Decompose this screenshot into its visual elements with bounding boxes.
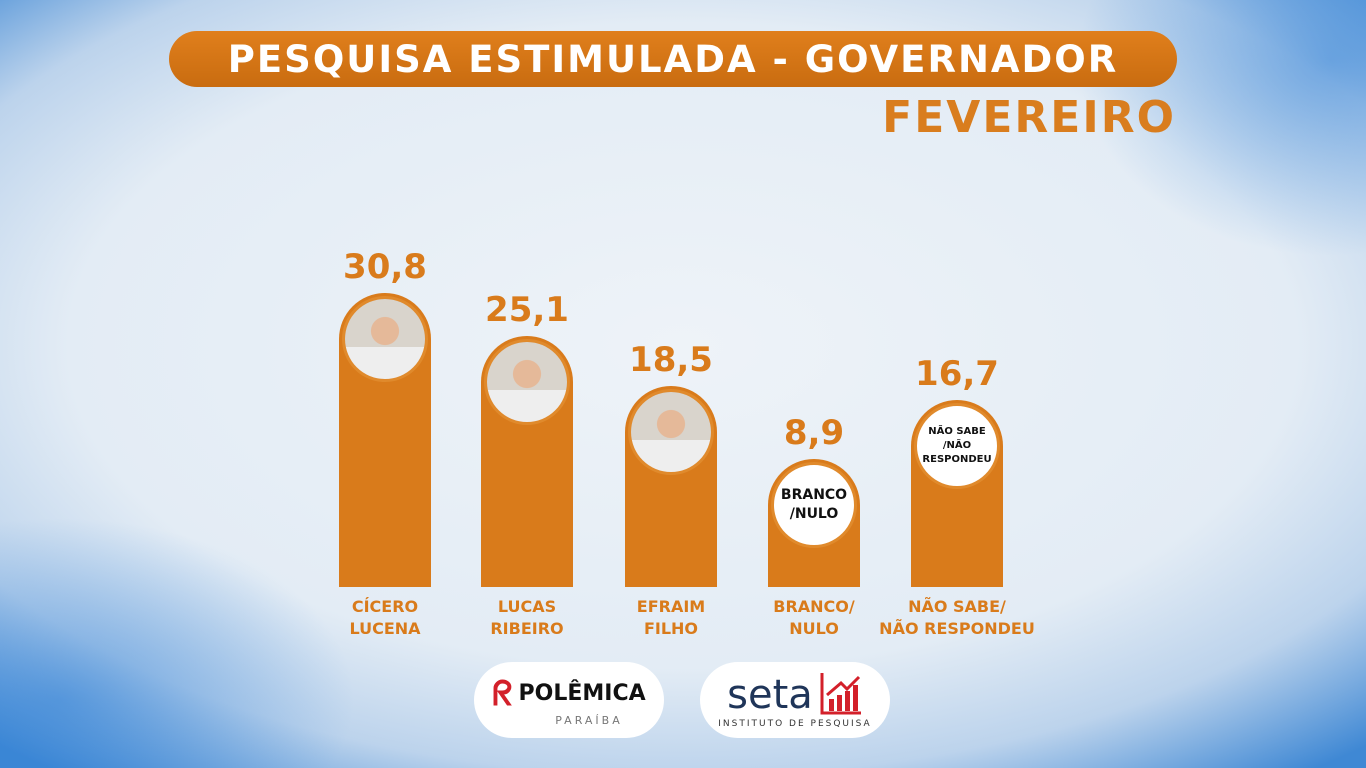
candidate-photo	[628, 389, 714, 476]
category-label: NÃO SABE/ NÃO RESPONDEU	[879, 597, 1035, 638]
polemica-logo-icon: ᖇ	[492, 673, 513, 714]
chart-arrow-icon	[820, 673, 861, 715]
data-label: 8,9	[783, 413, 845, 454]
circle-label: BRANCO /NULO	[771, 462, 857, 549]
data-label: 18,5	[629, 340, 713, 381]
seta-logo: seta INSTITUTO DE PESQUISA	[700, 662, 890, 738]
candidate-photo	[484, 339, 570, 426]
polemica-logo: ᖇ POLÊMICA PARAÍBA	[474, 662, 664, 738]
bar	[339, 292, 431, 587]
data-label: 25,1	[485, 290, 569, 331]
data-label: 30,8	[343, 246, 427, 287]
category-label: CÍCERO LUCENA	[349, 597, 421, 638]
category-label: BRANCO/ NULO	[773, 597, 855, 638]
bar: BRANCO /NULO	[768, 459, 860, 587]
category-label: LUCAS RIBEIRO	[490, 597, 564, 638]
polemica-logo-text: POLÊMICA	[518, 681, 646, 706]
candidate-photo-image	[345, 298, 425, 379]
data-label: 16,7	[915, 354, 999, 395]
circle-label: NÃO SABE /NÃO RESPONDEU	[914, 403, 1000, 490]
seta-logo-subtext: INSTITUTO DE PESQUISA	[718, 719, 872, 729]
page-title: PESQUISA ESTIMULADA - GOVERNADOR	[169, 31, 1177, 87]
bar	[625, 386, 717, 587]
category-label: EFRAIM FILHO	[636, 597, 706, 638]
candidate-photo-image	[631, 392, 711, 473]
candidate-photo-image	[487, 342, 567, 423]
page-subtitle: FEVEREIRO	[882, 92, 1176, 143]
candidate-photo	[342, 295, 428, 382]
polemica-logo-subtext: PARAÍBA	[555, 713, 623, 727]
seta-logo-text: seta	[727, 672, 813, 718]
bar: NÃO SABE /NÃO RESPONDEU	[911, 400, 1003, 587]
bar	[481, 336, 573, 587]
